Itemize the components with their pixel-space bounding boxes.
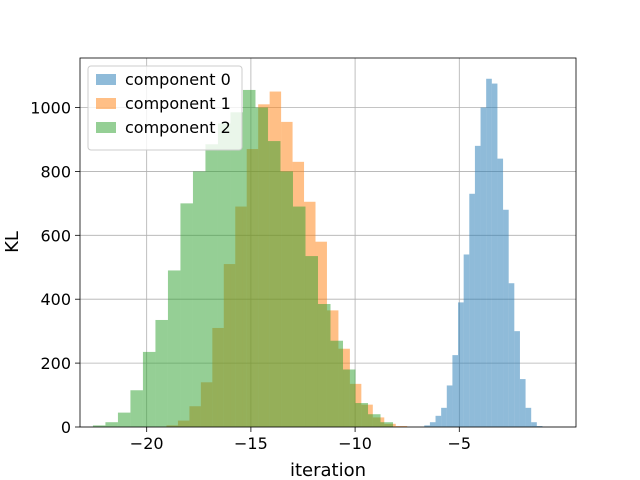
histogram-bar — [463, 254, 470, 427]
histogram-bar — [446, 385, 453, 427]
x-tick-label: −15 — [234, 434, 268, 453]
x-axis-label: iteration — [290, 460, 366, 480]
legend-swatch — [96, 98, 116, 109]
histogram-bar — [469, 193, 475, 427]
y-tick-label: 400 — [40, 290, 71, 309]
histogram-bar — [536, 426, 543, 427]
y-tick-label: 800 — [40, 162, 71, 181]
y-tick-label: 200 — [40, 354, 71, 373]
histogram-bar — [142, 351, 156, 427]
histogram-bar — [305, 256, 318, 427]
histogram-bar — [155, 319, 168, 427]
x-tick-label: −10 — [338, 434, 372, 453]
y-tick-label: 600 — [40, 226, 71, 245]
legend-label: component 0 — [125, 70, 231, 89]
y-tick-label: 0 — [61, 418, 71, 437]
histogram-bar — [525, 407, 532, 427]
histogram-bar — [486, 78, 492, 427]
histogram-bar — [514, 331, 520, 427]
y-axis-ticks: 0 200 400 600 800 1000 — [30, 99, 80, 437]
histogram-bar — [531, 422, 537, 427]
histogram-bar — [491, 83, 498, 427]
legend-label: component 2 — [125, 118, 231, 137]
y-tick-label: 1000 — [30, 99, 71, 118]
x-tick-label: −5 — [447, 434, 471, 453]
series-0-bars — [424, 78, 543, 428]
histogram-bar — [480, 107, 487, 428]
histogram-bar — [180, 203, 193, 427]
histogram-bar — [230, 112, 243, 427]
histogram-bar — [343, 369, 356, 427]
legend-box — [87, 65, 243, 151]
legend-label: component 1 — [125, 94, 231, 113]
histogram-bar — [503, 209, 509, 427]
histogram-bar — [380, 422, 394, 427]
histogram-bar — [330, 340, 344, 427]
histogram-bar — [117, 412, 131, 427]
legend: component 0 component 1 component 2 — [87, 65, 243, 151]
histogram-bar — [368, 414, 381, 427]
histogram-bar — [217, 123, 231, 428]
histogram-bar — [167, 270, 181, 427]
legend-swatch — [96, 122, 116, 133]
y-axis-label: KL — [2, 231, 23, 253]
histogram-bar — [130, 390, 143, 427]
histogram-bar — [267, 141, 281, 427]
histogram-bar — [255, 107, 268, 428]
histogram-bar — [429, 422, 436, 427]
histogram-bar — [92, 425, 106, 427]
histogram-bar — [192, 171, 206, 427]
legend-swatch — [96, 74, 116, 85]
histogram-bar — [205, 144, 218, 427]
histogram-bar — [452, 355, 459, 427]
histogram-bar — [317, 304, 331, 427]
histogram-bar — [497, 158, 504, 428]
histogram-bar — [441, 407, 447, 427]
histogram-bars — [92, 78, 543, 428]
histogram-bar — [519, 379, 526, 427]
histogram-bar — [435, 415, 442, 427]
histogram-bar — [292, 206, 306, 427]
histogram-bar — [508, 283, 515, 427]
x-axis-ticks: −20 −15 −10 −5 — [130, 427, 471, 453]
plot-frame — [79, 57, 577, 428]
histogram-bar — [395, 426, 408, 427]
histogram-bar — [355, 403, 369, 427]
histogram-bar — [474, 145, 481, 427]
histogram-bar — [242, 89, 256, 427]
histogram-bar — [280, 171, 293, 427]
histogram-bar — [105, 422, 118, 427]
histogram-bar — [458, 302, 464, 427]
series-2-bars — [92, 89, 394, 428]
x-tick-label: −20 — [130, 434, 164, 453]
histogram-bar — [424, 425, 430, 427]
